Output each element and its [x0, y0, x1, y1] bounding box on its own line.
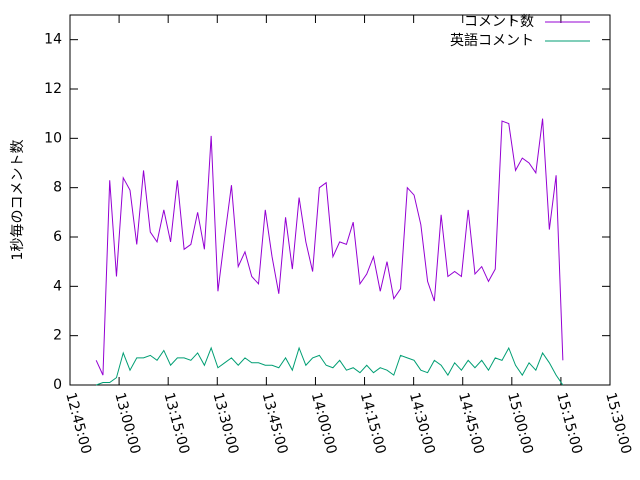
y-tick-label: 6: [53, 229, 62, 245]
y-tick-label: 0: [53, 377, 62, 393]
x-tick-label: 14:00:00: [308, 391, 340, 456]
legend-label: コメント数: [464, 14, 534, 30]
x-tick-label: 14:15:00: [357, 391, 389, 456]
legend-label: 英語コメント: [450, 32, 534, 49]
x-tick-label: 13:15:00: [160, 391, 192, 456]
y-tick-label: 12: [44, 81, 62, 97]
y-tick-label: 4: [53, 278, 62, 294]
data-line: [95, 118, 564, 376]
x-tick-label: 14:30:00: [406, 391, 438, 456]
x-tick-label: 15:00:00: [504, 391, 536, 456]
y-tick-label: 10: [44, 130, 62, 146]
y-tick-label: 2: [53, 328, 62, 344]
x-tick-label: 13:45:00: [259, 391, 291, 456]
x-tick-label: 13:30:00: [210, 391, 242, 456]
x-tick-label: 13:00:00: [111, 391, 143, 456]
x-tick-label: 15:15:00: [553, 391, 585, 456]
y-tick-label: 14: [44, 32, 62, 48]
plot-border: [69, 14, 611, 386]
x-tick-label: 15:30:00: [602, 391, 634, 456]
x-tick-label: 12:45:00: [62, 391, 94, 456]
data-line: [96, 346, 564, 386]
x-tick-label: 14:45:00: [455, 391, 487, 456]
y-axis-label: 1秒毎のコメント数: [10, 140, 26, 261]
y-tick-label: 8: [53, 180, 62, 196]
